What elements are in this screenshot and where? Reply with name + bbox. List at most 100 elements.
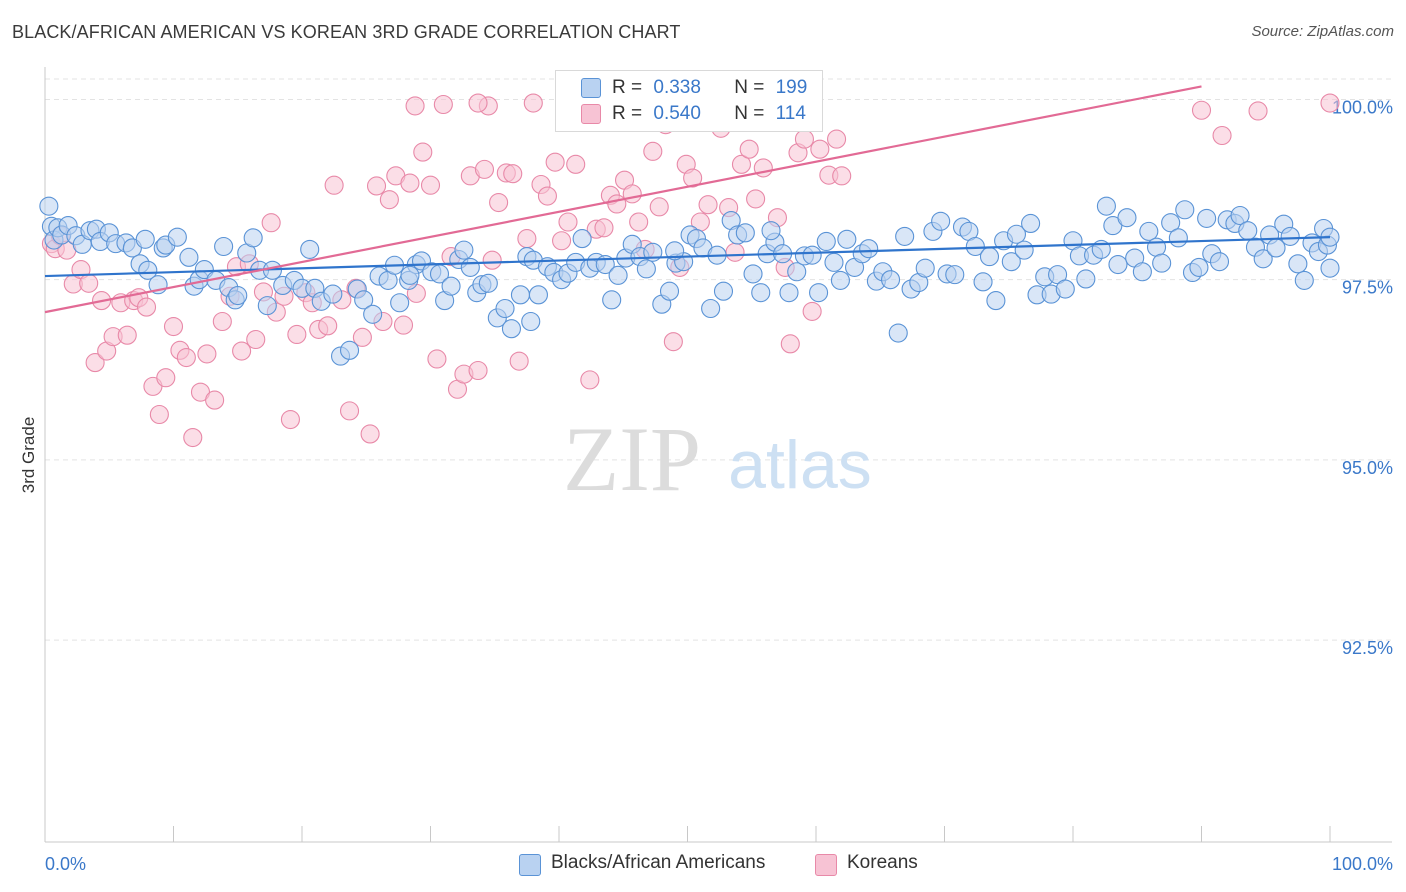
black-point [510,285,531,305]
korean-point [558,212,578,232]
black-point [441,276,461,296]
korean-point [566,154,586,174]
korean-point [683,168,703,188]
x-tick-label-min: 0.0% [45,854,86,874]
korean-point [1320,93,1340,113]
black-point [1197,208,1217,228]
bottom-legend: Blacks/African Americans Koreans [0,852,1406,876]
black-point [915,258,935,278]
black-point [478,273,498,293]
korean-point [318,316,338,336]
korean-point [79,273,99,293]
legend-label-koreans: Koreans [847,852,918,873]
korean-point [433,94,453,115]
black-point [1139,221,1159,241]
black-point [400,265,420,285]
black-point [363,304,383,324]
y-tick-labels: 100.0% 97.5% 95.0% 92.5% [1332,97,1393,658]
black-point [1175,200,1195,220]
black-point [1168,228,1188,248]
black-point [135,229,155,249]
korean-point [509,351,529,371]
korean-point [746,189,766,209]
black-point [300,239,320,259]
black-point [659,281,680,301]
korean-point [393,315,414,335]
korean-point [832,166,852,186]
black-point [1189,257,1209,277]
black-point [608,265,628,285]
legend-r-value: 0.540 [653,103,701,124]
y-tick-label: 92.5% [1342,638,1393,658]
black-point [1253,249,1273,269]
korean-point [1191,100,1212,120]
black-point [888,323,908,343]
legend-swatch-pink [581,104,601,124]
black-point [602,290,622,310]
korean-point [537,186,557,206]
black-point [895,226,915,246]
legend-n-label: N = [734,77,765,98]
korean-point [413,142,433,162]
black-point [1161,213,1181,233]
watermark-atlas: atlas [728,427,872,503]
black-point [138,260,158,280]
black-point [528,285,548,305]
korean-point [149,404,169,425]
korean-point [663,332,683,352]
black-point [931,211,951,231]
black-point [787,262,807,282]
black-point [495,298,515,319]
chart-title: BLACK/AFRICAN AMERICAN VS KOREAN 3RD GRA… [12,22,681,42]
black-point [179,247,199,267]
black-point [830,270,850,290]
black-point [1076,269,1096,289]
black-point [390,293,410,313]
korean-point [212,311,232,332]
black-point [636,259,656,279]
black-point [339,340,360,360]
korean-point [136,297,157,317]
korean-point [802,301,822,321]
y-tick-label: 97.5% [1342,278,1393,298]
korean-point [552,231,572,251]
black-point [945,265,965,285]
black-point [454,240,474,260]
series-blacks-points [39,196,1340,366]
black-point [228,285,248,306]
legend-r-value: 0.338 [653,77,701,98]
black-point [1021,213,1041,233]
korean-point [261,213,281,233]
black-point [701,298,721,319]
black-point [1209,252,1230,272]
korean-point [197,344,217,364]
black-point [354,290,374,310]
korean-point [698,195,718,215]
black-point [1294,270,1314,290]
black-point [665,241,685,261]
black-point [761,221,781,241]
korean-point [366,176,387,196]
black-point [743,264,763,284]
korean-point [117,325,137,345]
korean-point [731,154,752,174]
korean-point [352,327,372,347]
black-point [809,283,829,303]
korean-point [287,324,307,345]
black-point [243,228,263,248]
legend-n-label: N = [734,103,765,124]
black-point [167,227,187,247]
korean-point [594,218,614,238]
black-point [735,223,755,243]
black-point [802,245,822,265]
korean-point [780,334,800,354]
korean-point [725,242,745,262]
korean-point [324,175,344,195]
black-point [1117,208,1137,228]
korean-point [629,212,649,232]
black-point [257,296,277,316]
legend-n-value: 114 [775,103,806,124]
korean-point [482,250,502,270]
y-tick-label: 100.0% [1332,97,1393,117]
